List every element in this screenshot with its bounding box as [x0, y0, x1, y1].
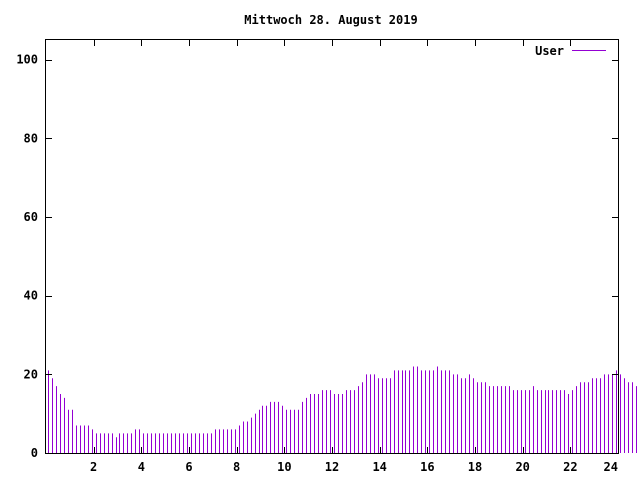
x-tick-label: 14 [372, 460, 386, 474]
legend-label-user: User [535, 44, 564, 58]
x-tick-label: 18 [468, 460, 482, 474]
bars [48, 366, 637, 453]
y-tick-label: 20 [24, 367, 38, 381]
y-tick-label: 0 [31, 446, 38, 460]
x-tick-label: 8 [233, 460, 240, 474]
legend: User [535, 44, 606, 58]
x-tick-label: 16 [420, 460, 434, 474]
y-tick-label: 40 [24, 289, 38, 303]
x-tick-label: 12 [325, 460, 339, 474]
plot-frame [45, 39, 619, 454]
x-tick-label: 6 [185, 460, 192, 474]
x-tick-label: 2 [90, 460, 97, 474]
x-tick-label: 4 [138, 460, 145, 474]
y-tick-label: 80 [24, 131, 38, 145]
x-tick-label: 20 [515, 460, 529, 474]
x-tick-label: 22 [563, 460, 577, 474]
x-tick-label: 10 [277, 460, 291, 474]
y-tick-label: 60 [24, 210, 38, 224]
chart-title: Mittwoch 28. August 2019 [244, 13, 417, 27]
y-tick-label: 100 [16, 53, 38, 67]
x-tick-label: 24 [604, 460, 618, 474]
